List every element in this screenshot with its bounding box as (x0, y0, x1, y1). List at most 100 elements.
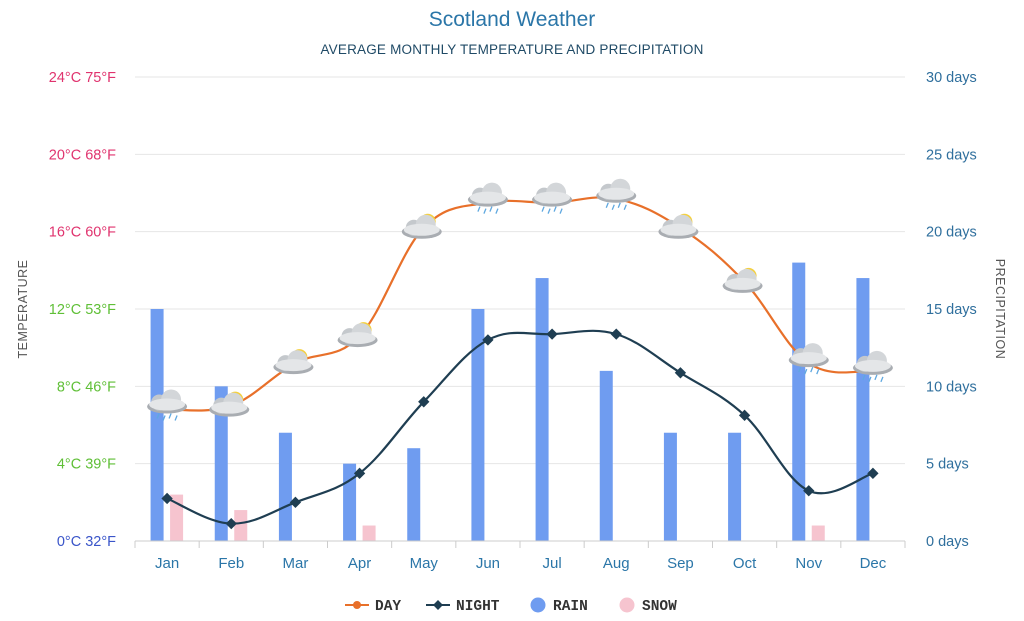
rain-drop (541, 206, 545, 212)
y-axis-left-label: TEMPERATURE (16, 259, 30, 358)
cloud-rain-icon (788, 343, 829, 375)
rain-drop (804, 368, 808, 375)
rain-bar (407, 448, 421, 541)
rain-drop (553, 206, 557, 212)
sun-cloud-icon (722, 267, 763, 293)
y-right-tick-label: 10 days (926, 379, 977, 395)
night-point (418, 396, 430, 408)
legend-item-day: DAY (345, 599, 401, 615)
night-point (738, 409, 751, 421)
night-point (353, 467, 366, 479)
rain-drop (489, 206, 493, 212)
rain-drop (816, 368, 820, 375)
legend-item-night: NIGHT (426, 599, 500, 615)
cloud-rain-icon (467, 182, 508, 214)
legend-marker (619, 597, 635, 613)
snow-bar (234, 510, 248, 541)
legend-label: DAY (375, 599, 401, 615)
x-tick-label: Oct (733, 555, 757, 572)
rain-bar (792, 262, 806, 541)
y-right-tick-label: 25 days (926, 147, 977, 163)
legend-marker (433, 600, 443, 610)
x-tick-label: Nov (795, 555, 822, 572)
cloud-rain-icon (596, 178, 637, 211)
legend-marker (530, 597, 546, 613)
rain-drop (617, 202, 621, 209)
x-tick-label: Aug (603, 555, 630, 572)
legend-marker (353, 601, 361, 609)
cloud-shape (854, 359, 891, 372)
x-tick-label: Mar (282, 555, 308, 572)
day-line (167, 196, 874, 412)
cloud-rain-icon (852, 350, 893, 383)
rain-bar (599, 370, 613, 541)
chart-title: Scotland Weather (429, 8, 596, 31)
rain-drop (862, 374, 866, 381)
rain-bar (150, 309, 164, 541)
rain-drop (623, 204, 627, 211)
night-point (482, 334, 494, 346)
y-right-tick-label: 20 days (926, 225, 977, 241)
y-axis-right-label: PRECIPITATION (993, 259, 1007, 360)
axes: 0°C 32°F 4°C 39°F 8°C 46°F 12°C 53°F 16°C 60… (49, 70, 977, 572)
sun-cloud-icon (209, 391, 250, 417)
cloud-rain-icon (147, 389, 188, 421)
cloud-shape (149, 398, 186, 411)
cloud-rain-icon (532, 182, 573, 214)
rain-drop (798, 366, 802, 373)
y-left-tick-label: 16°C 60°F (49, 225, 116, 241)
cloud-shape (534, 191, 571, 204)
y-left-tick-label: 20°C 68°F (49, 147, 116, 163)
cloud-shape (211, 401, 248, 414)
rain-bar (214, 386, 228, 541)
night-point (289, 496, 302, 508)
cloud-shape (469, 191, 506, 204)
y-right-tick-label: 15 days (926, 302, 977, 318)
cloud-shape (275, 359, 312, 372)
cloud-shape (790, 352, 827, 365)
rain-drop (483, 208, 487, 214)
sun-cloud-icon (273, 349, 314, 375)
night-point (546, 328, 558, 340)
x-tick-label: Sep (667, 555, 694, 572)
rain-drop (547, 208, 551, 214)
rain-bar (471, 309, 485, 541)
weather-icons (147, 178, 893, 421)
y-left-tick-label: 4°C 39°F (57, 457, 116, 473)
night-point (225, 517, 237, 530)
line-series (161, 196, 879, 530)
night-point (610, 328, 622, 340)
rain-bar (278, 432, 292, 541)
rain-drop (559, 208, 563, 214)
bar-series (150, 262, 870, 541)
legend: DAY NIGHT RAIN SNOW (345, 597, 677, 615)
cloud-shape (339, 332, 376, 345)
grid-lines (135, 76, 905, 465)
cloud-shape (724, 277, 761, 290)
rain-bar (728, 432, 742, 541)
legend-label: NIGHT (456, 599, 500, 615)
night-point (674, 367, 687, 379)
rain-drop (162, 415, 166, 421)
snow-bar (811, 525, 825, 541)
night-point (803, 485, 815, 497)
night-line (166, 329, 874, 525)
rain-drop (156, 413, 160, 419)
sun-cloud-icon (401, 213, 442, 239)
cloud-shape (598, 187, 635, 200)
snow-bar (362, 525, 376, 541)
legend-label: SNOW (642, 599, 677, 615)
rain-bar (663, 432, 677, 541)
x-tick-label: Jan (155, 555, 179, 572)
cloud-shape (660, 223, 697, 236)
snow-bar (170, 494, 184, 541)
rain-bar (535, 278, 549, 541)
rain-drop (168, 413, 172, 419)
legend-item-snow: SNOW (619, 597, 677, 615)
x-tick-label: Dec (860, 555, 887, 572)
rain-drop (611, 204, 615, 211)
x-tick-label: Feb (218, 555, 244, 572)
rain-bar (856, 278, 870, 541)
y-left-tick-label: 12°C 53°F (49, 302, 116, 318)
